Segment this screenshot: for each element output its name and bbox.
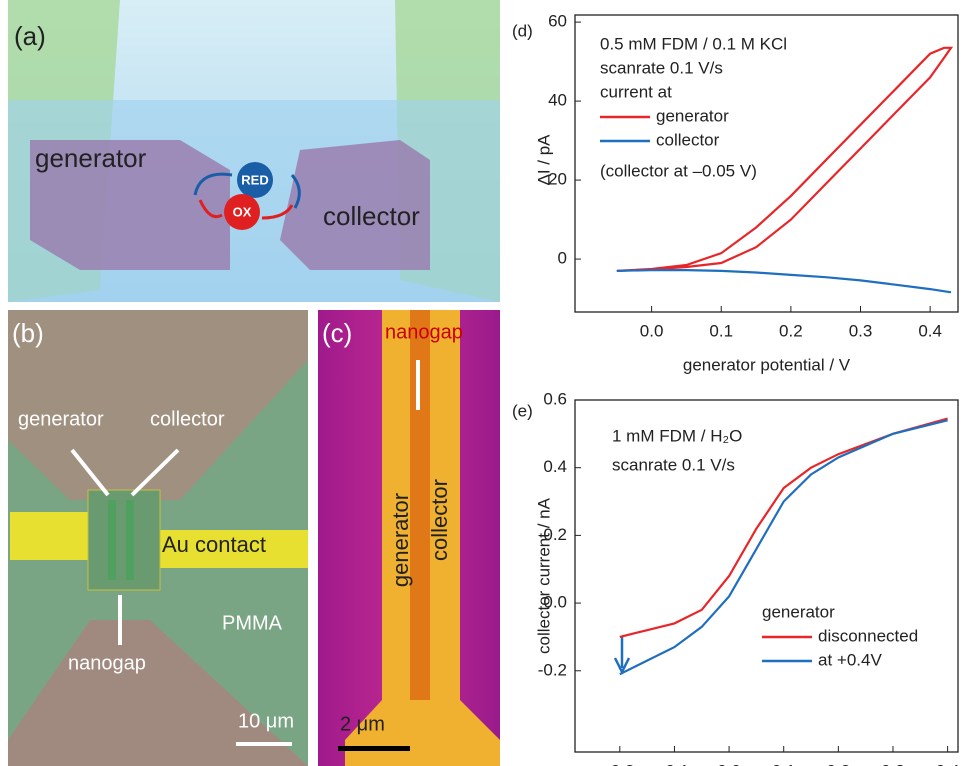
annotation: 1 mM FDM / H₂O	[612, 426, 742, 445]
series-line	[616, 46, 954, 272]
label: collector	[150, 408, 225, 430]
panel-b	[8, 310, 308, 766]
label: collector	[427, 479, 452, 561]
label: generator	[18, 408, 104, 430]
x-tick-label: 0.3	[849, 321, 873, 340]
panel-label: (e)	[512, 401, 533, 420]
annotation: scanrate 0.1 V/s	[600, 58, 723, 77]
x-tick-label: 0.3	[881, 761, 905, 766]
x-tick-label: 0.0	[717, 761, 741, 766]
scale-label: 2 μm	[340, 713, 385, 735]
panel-label: (d)	[512, 21, 533, 40]
annotation: scanrate 0.1 V/s	[612, 455, 735, 474]
x-tick-label: 0.2	[827, 761, 851, 766]
x-tick-label: 0.1	[772, 761, 796, 766]
label: Au contact	[162, 532, 266, 557]
y-tick-label: 40	[548, 91, 567, 110]
y-axis-label: ΔI / pA	[534, 134, 553, 186]
x-tick-label: 0.1	[709, 321, 733, 340]
legend-label: generator	[656, 106, 729, 125]
panel-label: (b)	[12, 318, 44, 348]
plot-frame	[574, 14, 959, 313]
annotation: (collector at –0.05 V)	[600, 161, 757, 180]
x-axis-label: generator potential / V	[683, 355, 851, 374]
annotation: 0.5 mM FDM / 0.1 M KCl	[600, 34, 787, 53]
series-line	[619, 419, 948, 676]
label: nanogap	[385, 321, 463, 343]
y-tick-label: -0.2	[538, 660, 567, 679]
label: PMMA	[222, 612, 283, 634]
y-tick-label: 60	[548, 12, 567, 31]
label: nanogap	[68, 652, 146, 674]
y-axis-label: collector current / nA	[534, 497, 553, 654]
legend-label: collector	[656, 130, 720, 149]
panel-label: (c)	[322, 318, 352, 348]
y-tick-label: 0.2	[543, 525, 567, 544]
scale-label: 10 μm	[238, 710, 294, 732]
legend-label: disconnected	[818, 626, 918, 645]
panel-label: (a)	[14, 21, 46, 51]
series-line	[616, 269, 952, 294]
arrow	[613, 636, 631, 675]
x-tick-label: 0.0	[640, 321, 664, 340]
series-line	[619, 417, 948, 638]
x-tick-label: 0.2	[779, 321, 803, 340]
panel-a	[8, 0, 500, 302]
label: generator	[388, 493, 413, 587]
y-tick-label: 0.0	[543, 593, 567, 612]
legend-label: at +0.4V	[818, 650, 882, 669]
label: generator	[35, 143, 147, 173]
x-tick-label: 0.4	[918, 321, 942, 340]
legend-title: current at	[600, 82, 672, 101]
legend-title: generator	[762, 602, 835, 621]
x-tick-label: -0.1	[660, 761, 689, 766]
y-tick-label: 0.4	[543, 457, 567, 476]
x-tick-label: 0.4	[936, 761, 960, 766]
y-tick-label: 20	[548, 170, 567, 189]
label: OX	[233, 204, 252, 219]
x-tick-label: -0.2	[605, 761, 634, 766]
panel-c	[318, 310, 500, 766]
plot-frame	[574, 399, 959, 753]
y-tick-label: 0	[558, 249, 567, 268]
y-tick-label: 0.6	[543, 389, 567, 408]
label: collector	[323, 201, 420, 231]
label: RED	[241, 172, 268, 187]
